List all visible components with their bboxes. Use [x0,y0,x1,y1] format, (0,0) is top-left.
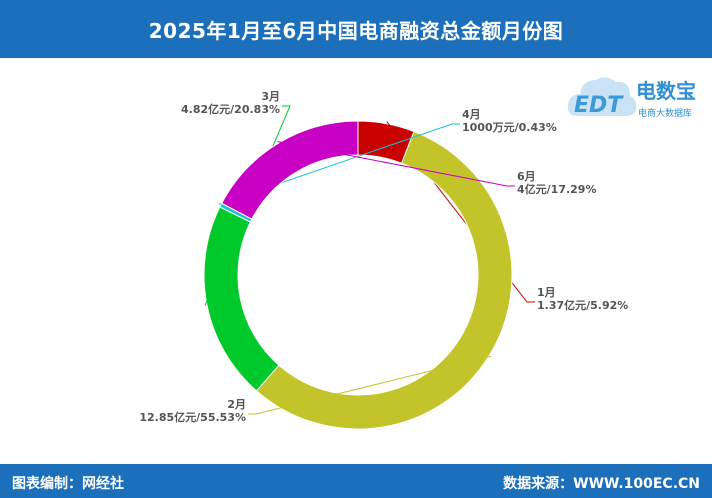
chart-author: 图表编制：网经社 [12,476,124,492]
page-title: 2025年1月至6月中国电商融资总金额月份图 [148,18,564,43]
leader-line-3 [204,105,291,306]
slice-name-label: 1月 [537,286,556,299]
slice-value-label: 1000万元/0.43% [462,121,557,134]
slice-value-label: 4亿元/17.29% [517,182,597,196]
slice-value-label: 12.85亿元/55.53% [139,410,246,424]
leader-line-4 [218,123,460,205]
leader-line-5 [277,140,515,187]
leader-line-2 [248,355,492,415]
header-bar: 2025年1月至6月中国电商融资总金额月份图 [0,0,712,58]
slice-5 [221,120,359,220]
cloud-logo-icon: EDT 电数宝 电商大数据库 [567,77,696,119]
slice-value-label: 4.82亿元/20.83% [181,102,280,116]
data-source: 数据来源：WWW.100EC.CN [503,476,700,492]
logo-mark: EDT [574,93,624,118]
slice-value-label: 1.37亿元/5.92% [537,298,628,312]
slice-name-label: 6月 [517,170,536,183]
logo-subtext: 电商大数据库 [638,107,692,119]
slice-name-label: 2月 [227,398,246,411]
slice-2 [255,130,513,430]
slice-3 [203,206,280,392]
logo: EDT 电数宝 电商大数据库 [566,66,710,128]
logo-text: 电数宝 [636,79,696,103]
slice-name-label: 3月 [261,90,280,103]
footer-bar: 图表编制：网经社 数据来源：WWW.100EC.CN [0,464,712,498]
slice-name-label: 4月 [462,108,481,121]
